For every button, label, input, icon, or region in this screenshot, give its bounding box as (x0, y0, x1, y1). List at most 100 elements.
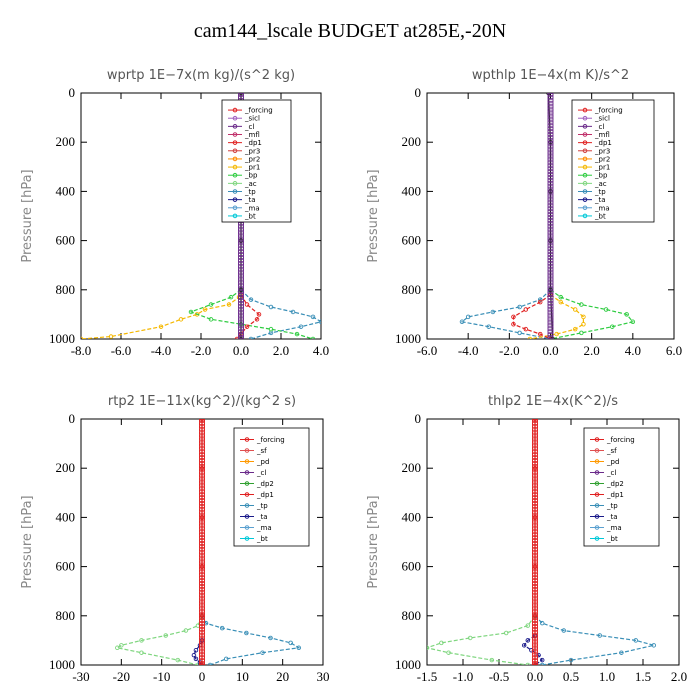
x-tick-label: -2.0 (191, 343, 212, 358)
data-point (630, 319, 636, 325)
zero-line-marker (199, 640, 205, 647)
data-point (511, 314, 516, 320)
data-point (244, 630, 249, 636)
zero-line-marker (547, 302, 554, 309)
zero-line-marker (238, 271, 244, 278)
legend-marker (582, 172, 588, 178)
data-point (234, 336, 240, 339)
legend-label: _cl (606, 469, 616, 477)
zero-line-marker (238, 289, 244, 296)
zero-line-marker (547, 105, 554, 112)
zero-line-marker (532, 434, 538, 441)
zero-line-marker (532, 576, 538, 582)
zero-line-marker (238, 222, 244, 229)
zero-line-marker (547, 305, 554, 312)
zero-line-marker (547, 127, 554, 133)
data-point (199, 613, 205, 619)
legend-marker (594, 448, 600, 453)
zero-line-marker (532, 579, 538, 585)
legend-label: _ma (606, 524, 622, 532)
zero-line-marker (532, 465, 538, 472)
data-point (199, 564, 205, 569)
legend-label: _forcing (244, 107, 273, 115)
zero-line-marker (199, 619, 205, 625)
data-point (268, 635, 273, 641)
x-tick-label: -4.0 (151, 343, 172, 358)
zero-line-marker (532, 474, 538, 481)
series-line-bp (189, 289, 314, 339)
zero-line-marker (547, 268, 554, 275)
data-point (525, 662, 531, 665)
zero-line-marker (547, 243, 554, 250)
legend-label: _cl (244, 123, 254, 131)
zero-line-marker (199, 569, 205, 576)
panel-1: wprtp 1E−7x(m kg)/(s^2 kg) Pressure [hPa]… (20, 68, 329, 358)
legend-marker (232, 205, 238, 211)
data-point (298, 324, 304, 329)
data-point (268, 304, 274, 310)
zero-line-marker (238, 240, 244, 247)
zero-line-marker (547, 237, 554, 244)
zero-line-marker (199, 542, 205, 548)
zero-line-marker (547, 191, 554, 198)
series-group (459, 93, 636, 339)
data-point (244, 324, 250, 329)
panel-2: wpthlp 1E−4x(m K)/s^2 Pressure [hPa] -6.0 -… (366, 68, 682, 358)
legend-marker (594, 481, 600, 486)
zero-line-marker (547, 206, 554, 213)
legend-marker (232, 172, 238, 178)
data-point (554, 331, 559, 337)
data-point (199, 662, 205, 665)
zero-line-marker (199, 606, 205, 613)
legend-label: _dp1 (256, 491, 274, 499)
zero-line-marker (532, 523, 538, 530)
data-point (254, 317, 260, 322)
zero-line-marker (532, 554, 538, 561)
zero-line-marker (532, 572, 538, 579)
zero-line-marker (199, 499, 205, 505)
zero-line-marker (238, 320, 244, 327)
x-tick-label: 30 (317, 669, 330, 684)
zero-line-marker (547, 216, 554, 222)
zero-line-marker (532, 615, 538, 622)
zero-line-marker (547, 314, 554, 321)
zero-line-marker (199, 566, 205, 573)
zero-line-marker (532, 492, 538, 499)
zero-line-marker (547, 333, 554, 339)
y-axis-label: Pressure [hPa] (20, 495, 35, 588)
x-tick-label: -30 (72, 669, 89, 684)
legend-marker (244, 459, 250, 464)
zero-line-marker (199, 480, 205, 487)
data-point (223, 656, 229, 662)
legend-label: _bt (606, 535, 618, 543)
zero-line-marker (547, 182, 554, 189)
data-point (193, 647, 199, 653)
zero-line-marker (547, 222, 554, 229)
zero-line-marker (532, 499, 538, 505)
data-point (191, 652, 197, 658)
zero-line-marker (532, 646, 538, 653)
zero-line-marker (547, 188, 554, 195)
legend-marker (582, 205, 588, 211)
data-point (532, 564, 538, 569)
zero-line-marker (238, 293, 244, 299)
series-line-bt (547, 93, 554, 339)
zero-line-marker (199, 434, 205, 441)
zero-line-marker (532, 437, 538, 444)
data-point (521, 643, 527, 648)
zero-line-marker (547, 163, 554, 170)
zero-line-marker (547, 130, 554, 136)
zero-line-marker (199, 585, 205, 592)
zero-line-marker (532, 649, 538, 656)
zero-line-marker (238, 253, 244, 259)
legend-marker (594, 514, 600, 519)
y-tick-label: 1000 (49, 657, 75, 672)
x-tick-label: 2.0 (584, 343, 600, 358)
data-point (527, 336, 533, 339)
zero-line-marker (199, 419, 205, 425)
zero-line-marker (199, 646, 205, 653)
legend-marker (244, 514, 250, 519)
zero-line-marker (532, 446, 538, 453)
data-point (537, 299, 543, 305)
data-point (651, 643, 657, 648)
